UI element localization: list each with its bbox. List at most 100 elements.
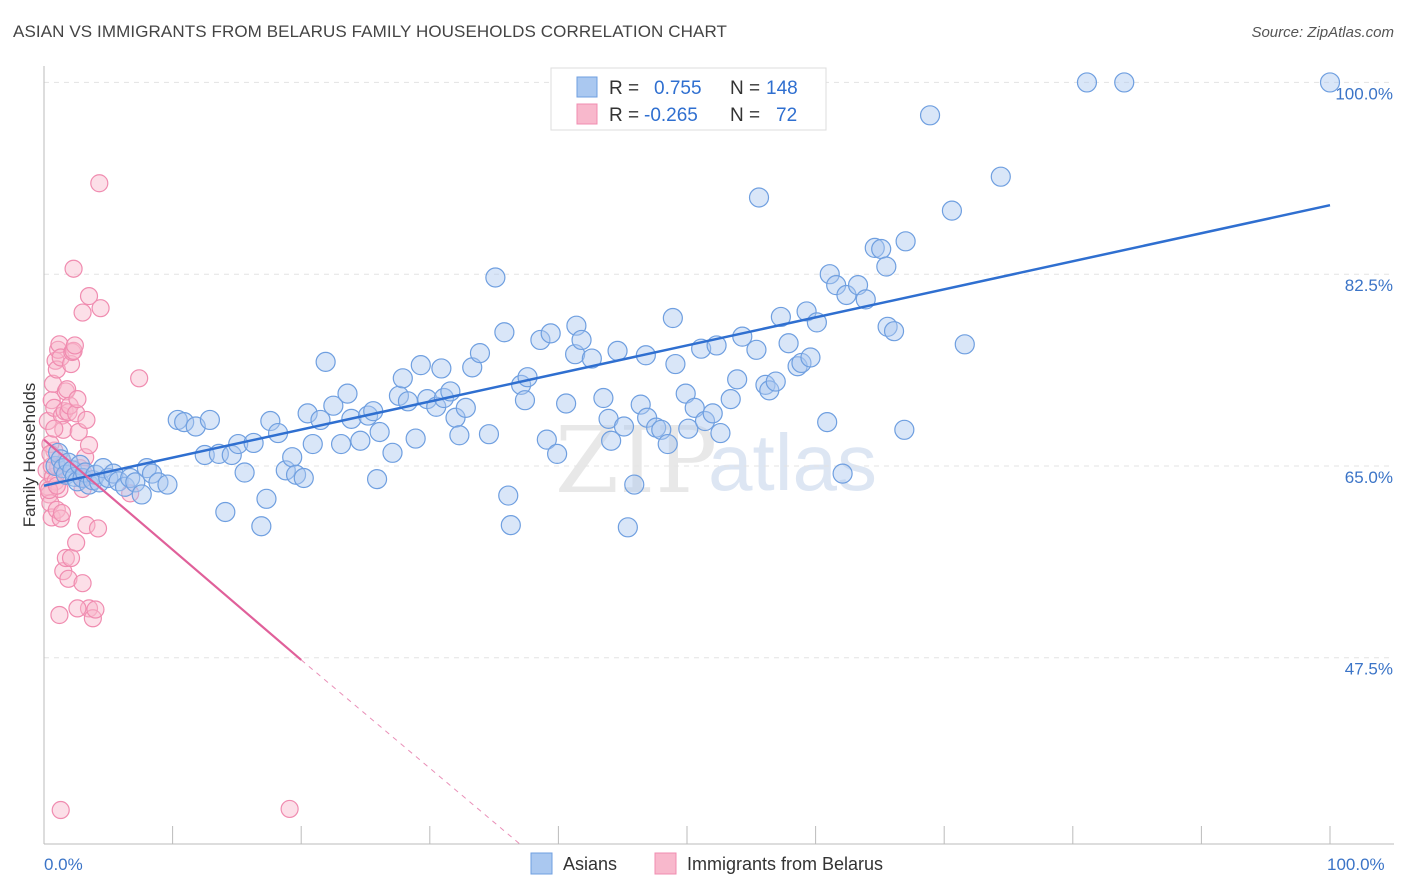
belarus-point-20: [47, 360, 66, 379]
source-label: Source: ZipAtlas.com: [1251, 24, 1394, 41]
bottom-legend-swatch-asians: [530, 852, 553, 875]
asians-point-139: [871, 238, 892, 260]
asians-point-72: [449, 425, 470, 446]
belarus-point-3: [41, 494, 60, 513]
bottom-legend-label-belarus: Immigrants from Belarus: [687, 854, 883, 874]
asians-point-148: [990, 166, 1011, 187]
asians-point-59: [369, 421, 390, 443]
asians-point-40: [256, 488, 277, 509]
asians-point-125: [778, 333, 799, 354]
asians-point-82: [514, 390, 536, 411]
belarus-point-29: [59, 403, 78, 422]
asians-point-50: [315, 351, 336, 372]
asians-point-73: [455, 397, 476, 418]
belarus-point-47: [59, 569, 78, 588]
belarus-point-69: [51, 800, 70, 820]
legend-swatch-belarus: [576, 103, 598, 125]
asians-point-92: [581, 348, 602, 369]
legend-r-label-asians: R =: [609, 78, 639, 99]
belarus-point-70: [280, 799, 299, 819]
belarus-point-62: [90, 174, 109, 193]
asians-point-93: [593, 387, 614, 409]
bottom-legend-label-asians: Asians: [563, 854, 617, 874]
asians-point-96: [607, 340, 628, 362]
belarus-point-49: [67, 533, 86, 552]
belarus-point-46: [56, 548, 75, 568]
y-tick-label-1: 82.5%: [1345, 276, 1393, 295]
asians-point-22: [125, 472, 146, 493]
y-tick-labels: 100.0% 82.5% 65.0% 47.5%: [1335, 84, 1393, 678]
asians-point-142: [883, 321, 905, 342]
asians-point-55: [350, 430, 371, 451]
asians-point-53: [337, 383, 358, 404]
belarus-point-43: [77, 410, 96, 430]
watermark-zip: ZIP: [555, 407, 717, 514]
asians-point-79: [498, 485, 519, 506]
asians-point-99: [624, 474, 645, 495]
asians-point-145: [919, 105, 941, 126]
asians-point-100: [630, 394, 651, 415]
belarus-point-50: [73, 574, 92, 593]
asians-point-76: [478, 424, 500, 445]
belarus-point-35: [67, 404, 86, 423]
asians-point-47: [297, 403, 318, 424]
legend-n-label-asians: N =: [730, 78, 760, 99]
asians-point-41: [260, 410, 281, 432]
series-legend: Asians Immigrants from Belarus: [530, 852, 883, 875]
asians-point-107: [665, 353, 686, 375]
asians-point-106: [662, 307, 683, 329]
asians-point-112: [694, 410, 716, 432]
belarus-point-48: [61, 548, 81, 568]
asians-point-120: [748, 187, 770, 208]
asians-point-19: [108, 471, 129, 492]
asians-point-124: [770, 306, 791, 328]
stats-legend: R = 0.755 N = 148 R = -0.265 N = 72: [550, 67, 827, 131]
asians-point-31: [199, 409, 220, 431]
asians-point-78: [494, 322, 515, 343]
asians-point-140: [876, 256, 897, 277]
asians-point-119: [746, 339, 767, 360]
legend-r-value-asians: 0.755: [654, 78, 702, 99]
asians-point-113: [702, 403, 723, 424]
asians-point-88: [556, 393, 577, 414]
trend-lines: [43, 203, 1331, 845]
asians-trend-line: [43, 203, 1331, 487]
legend-swatch-asians: [576, 76, 598, 98]
asians-point-27: [157, 474, 178, 495]
asians-point-109: [678, 418, 699, 439]
asians-point-83: [517, 367, 538, 388]
asians-point-147: [954, 334, 975, 355]
asians-point-44: [282, 447, 303, 468]
asians-point-77: [485, 267, 506, 288]
asians-point-117: [727, 369, 748, 390]
x-tick-min: 0.0%: [44, 855, 83, 874]
asians-point-34: [215, 501, 236, 523]
asians-point-151: [1319, 72, 1341, 93]
belarus-point-54: [50, 605, 69, 625]
asians-point-46: [293, 467, 314, 489]
belarus-point-67: [45, 419, 64, 438]
asians-point-23: [131, 484, 152, 505]
asians-point-80: [500, 515, 521, 536]
belarus-point-61: [79, 287, 99, 306]
asians-point-48: [302, 433, 323, 455]
asians-point-95: [601, 430, 622, 451]
asians-point-144: [895, 231, 916, 252]
asians-point-115: [710, 422, 731, 444]
belarus-point-18: [45, 398, 64, 417]
belarus-point-44: [79, 436, 99, 455]
asians-point-116: [720, 389, 741, 410]
axes: [43, 66, 1394, 845]
asians-point-143: [894, 419, 915, 440]
asians-point-128: [796, 301, 817, 322]
asians-point-37: [234, 462, 255, 483]
asians-point-75: [469, 342, 491, 364]
belarus-point-8: [47, 500, 66, 519]
bottom-legend-swatch-belarus: [654, 852, 677, 875]
belarus-trend-extension: [300, 659, 521, 845]
legend-r-label-belarus: R =: [609, 105, 639, 126]
asians-point-62: [392, 368, 413, 389]
belarus-point-56: [86, 600, 105, 619]
asians-point-149: [1076, 72, 1098, 93]
